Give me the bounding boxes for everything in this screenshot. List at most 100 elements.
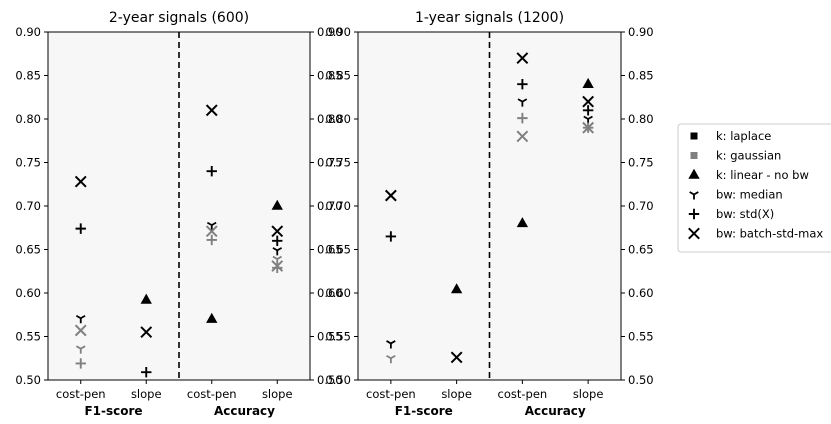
- panel-0-ytick-left-label: 0.50: [15, 373, 41, 387]
- panel-1-ytick-left-label: 0.85: [325, 69, 351, 83]
- panel-0-ytick-left-label: 0.75: [15, 156, 41, 170]
- panel-1-point-x: [450, 351, 463, 364]
- panel-0-ytick-left-label: 0.55: [15, 330, 41, 344]
- panel-0-point-x: [271, 225, 284, 238]
- panel-1-ytick-left-label: 0.90: [325, 25, 351, 39]
- panel-1-point-triangle: [450, 283, 463, 294]
- panel-0-point-tri_down: [272, 247, 283, 256]
- panel-1-ytick-right-label: 0.80: [628, 112, 654, 126]
- panel-0-title: 2-year signals (600): [109, 10, 249, 26]
- panel-0-point-x: [74, 175, 87, 188]
- panel-0-ytick-right-label: 0.70: [317, 199, 343, 213]
- panel-1-ytick-right-label: 0.60: [628, 286, 654, 300]
- panel-0-ytick-right-label: 0.85: [317, 69, 343, 83]
- panel-1-ytick-right-label: 0.55: [628, 330, 654, 344]
- legend-label: k: linear - no bw: [716, 168, 809, 182]
- panel-0-xtick-label: cost-pen: [56, 387, 106, 401]
- panel-0-ytick-right-label: 0.60: [317, 286, 343, 300]
- legend-marker-square: [690, 152, 698, 159]
- panel-1-point-tri_down: [386, 354, 396, 364]
- panel-1-point-tri_down: [386, 340, 396, 349]
- panel-0-point-plus: [206, 234, 217, 246]
- panel-1-point-x: [516, 52, 529, 65]
- panel-1-point-x: [582, 95, 595, 108]
- legend-label: k: laplace: [716, 129, 771, 143]
- panel-0-xtick-label: slope: [131, 387, 162, 401]
- panel-0-point-plus: [75, 358, 86, 369]
- legend-label: bw: std(X): [716, 207, 774, 221]
- panel-1-point-x: [384, 189, 397, 202]
- panel-1-group-label: F1-score: [395, 404, 453, 418]
- panel-0-ytick-right-label: 0.80: [317, 112, 343, 126]
- panel-1-point-plus: [385, 231, 397, 242]
- panel-1-point-tri_down: [517, 98, 528, 107]
- panel-0-ytick-right-label: 0.65: [317, 243, 343, 257]
- panel-0-point-plus: [272, 235, 283, 246]
- panel-0-point-triangle: [206, 312, 218, 323]
- legend-label: bw: median: [716, 188, 783, 202]
- panel-0-ytick-left-label: 0.65: [15, 243, 41, 257]
- panel-1-ytick-right-label: 0.65: [628, 243, 654, 257]
- panel-1-ytick-left-label: 0.75: [325, 156, 351, 170]
- panel-1-point-plus: [517, 79, 528, 90]
- panel-0-group-label: Accuracy: [214, 404, 275, 418]
- panel-1-xtick-label: cost-pen: [498, 387, 548, 401]
- legend-label: bw: batch-std-max: [716, 227, 823, 241]
- panel-1-point-plus: [582, 105, 594, 116]
- panel-1-point-plus: [517, 112, 528, 124]
- panel-0-point-plus: [75, 223, 86, 234]
- panel-0-ytick-right-label: 0.90: [317, 25, 343, 39]
- panel-0-ytick-left-label: 0.80: [15, 112, 41, 126]
- panel-1: 1-year signals (1200) 0.50 0.50 0.55 0.55 0.6…: [325, 10, 653, 418]
- panel-1-point-triangle: [582, 77, 594, 88]
- panel-0-ytick-right-label: 0.50: [317, 373, 343, 387]
- panel-1-xtick-label: slope: [441, 387, 472, 401]
- panel-0-point-x: [74, 324, 87, 337]
- panel-0-ytick-left-label: 0.60: [15, 286, 41, 300]
- legend-marker-plus: [688, 208, 700, 220]
- panel-1-ytick-right-label: 0.50: [628, 373, 654, 387]
- panel-1-title: 1-year signals (1200): [415, 10, 564, 26]
- legend-marker-triangle: [688, 168, 700, 179]
- legend: k: laplace k: gaussian k: linear - no bw bw…: [677, 123, 831, 253]
- panel-0-point-tri_down: [206, 221, 217, 231]
- panel-1-ytick-left-label: 0.80: [325, 112, 351, 126]
- panel-0-point-plus: [141, 366, 152, 378]
- panel-0-ytick-left-label: 0.85: [15, 69, 41, 83]
- panel-0-point-x: [205, 225, 218, 238]
- panel-0-ytick-left-label: 0.70: [15, 199, 41, 213]
- panel-1-ytick-left-label: 0.50: [325, 373, 351, 387]
- panel-1-ytick-right-label: 0.75: [628, 156, 654, 170]
- legend-marker-tri_down: [689, 191, 699, 200]
- panel-1-xtick-label: slope: [573, 387, 604, 401]
- panel-1-ytick-left-label: 0.55: [325, 330, 351, 344]
- panel-1-ytick-right-label: 0.70: [628, 199, 654, 213]
- panel-1-point-triangle: [516, 217, 529, 228]
- legend-marker-x: [688, 227, 700, 240]
- panel-0-point-triangle: [140, 293, 152, 304]
- panel-1-ytick-left-label: 0.70: [325, 199, 351, 213]
- panel-0-point-tri_down: [75, 345, 86, 354]
- legend-frame: [677, 123, 831, 253]
- panel-0-point-plus: [206, 166, 217, 177]
- panel-0-point-x: [205, 104, 218, 117]
- panel-1-point-plus: [582, 122, 594, 133]
- panel-0-ytick-left-label: 0.90: [15, 25, 41, 39]
- legend-label: k: gaussian: [716, 149, 781, 163]
- panel-1-xtick-label: cost-pen: [366, 387, 416, 401]
- panel-0: 2-year signals (600) 0.50 0.50 0.55 0.55 0.60…: [15, 10, 342, 418]
- panel-0-ytick-right-label: 0.75: [317, 156, 343, 170]
- legend-marker-square: [690, 132, 698, 140]
- panel-0-xtick-label: cost-pen: [187, 387, 237, 401]
- panel-1-group-label: Accuracy: [525, 404, 586, 418]
- panel-0-ytick-right-label: 0.55: [317, 330, 343, 344]
- panel-1-ytick-left-label: 0.60: [325, 286, 351, 300]
- panel-0-point-triangle: [271, 199, 283, 210]
- panel-0-point-plus: [272, 262, 283, 273]
- panel-1-ytick-left-label: 0.65: [325, 243, 351, 257]
- panel-0-point-tri_down: [75, 314, 86, 324]
- panel-0-group-label: F1-score: [84, 404, 142, 418]
- panel-0-xtick-label: slope: [262, 387, 293, 401]
